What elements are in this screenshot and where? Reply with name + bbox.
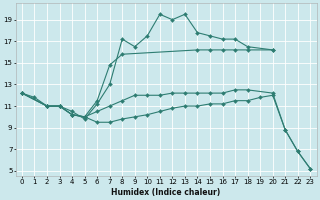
X-axis label: Humidex (Indice chaleur): Humidex (Indice chaleur) [111, 188, 221, 197]
